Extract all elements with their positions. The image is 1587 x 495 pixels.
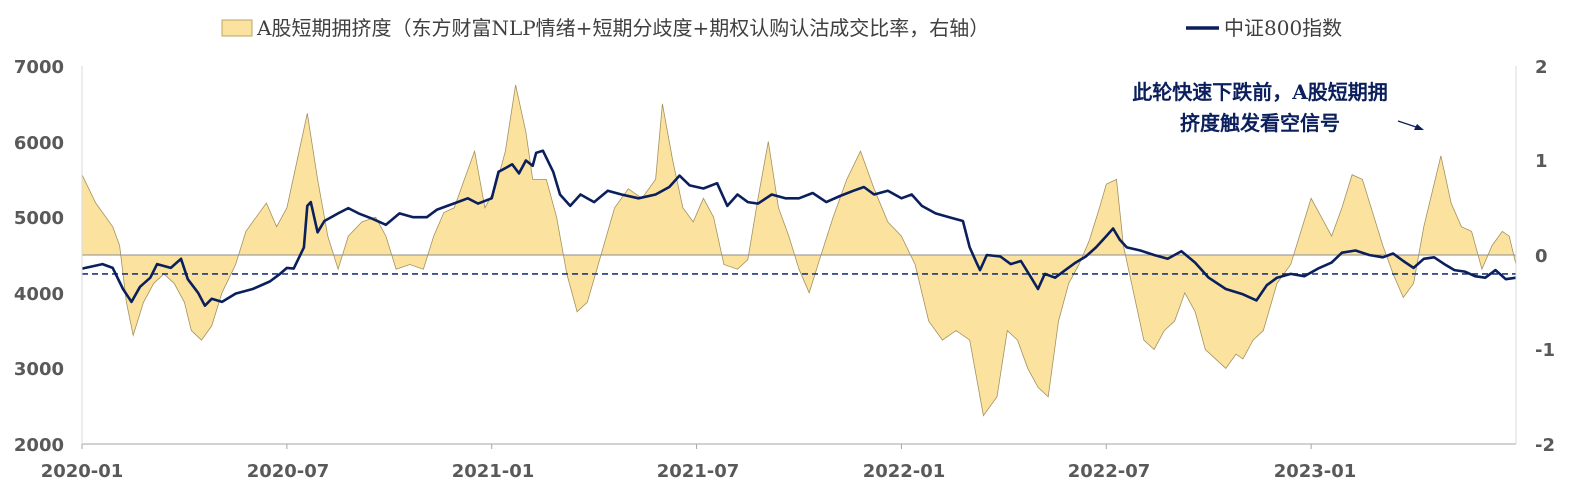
right-tick-label: 1: [1535, 151, 1548, 172]
annotation-line-2: 挤度触发看空信号: [1180, 111, 1340, 135]
x-tick-label: 2021-01: [452, 461, 535, 482]
index-line-series: [81, 149, 1517, 308]
right-tick-label: -2: [1535, 435, 1555, 456]
annotation-line-1: 此轮快速下跌前，A股短期拥: [1132, 80, 1388, 104]
legend-label-index: 中证800指数: [1224, 16, 1342, 40]
x-tick-label: 2020-01: [41, 461, 124, 482]
legend-label-crowding: A股短期拥挤度（东方财富NLP情绪+短期分歧度+期权认购认沽成交比率，右轴）: [256, 16, 989, 40]
legend-swatch-crowding: [221, 19, 253, 37]
left-tick-label: 4000: [14, 284, 64, 305]
left-tick-label: 6000: [14, 133, 64, 154]
crowding-area-series: [81, 84, 1517, 417]
left-tick-label: 5000: [14, 208, 64, 229]
x-tick-label: 2022-01: [863, 461, 946, 482]
left-tick-label: 3000: [14, 359, 64, 380]
x-axis-ticks: 2020-01 2020-07 2021-01 2021-07 2022-01 …: [41, 461, 1357, 482]
right-tick-label: 2: [1535, 57, 1548, 78]
annotation-arrow-icon: [1397, 120, 1424, 130]
crowding-area: [81, 84, 1517, 417]
annotation: 此轮快速下跌前，A股短期拥 挤度触发看空信号: [1132, 80, 1424, 135]
index-line: [81, 149, 1517, 308]
x-tick-label: 2021-07: [657, 461, 740, 482]
left-tick-label: 2000: [14, 435, 64, 456]
legend: A股短期拥挤度（东方财富NLP情绪+短期分歧度+期权认购认沽成交比率，右轴） 中…: [221, 16, 1342, 40]
axes: [81, 66, 1517, 449]
right-tick-label: -1: [1535, 340, 1555, 361]
right-axis-ticks: 2 1 0 -1 -2: [1535, 57, 1555, 456]
left-axis-ticks: 7000 6000 5000 4000 3000 2000: [14, 57, 64, 456]
right-tick-label: 0: [1535, 246, 1548, 267]
x-tick-label: 2020-07: [247, 461, 330, 482]
left-tick-label: 7000: [14, 57, 64, 78]
x-tick-label: 2022-07: [1068, 461, 1151, 482]
x-tick-label: 2023-01: [1274, 461, 1357, 482]
